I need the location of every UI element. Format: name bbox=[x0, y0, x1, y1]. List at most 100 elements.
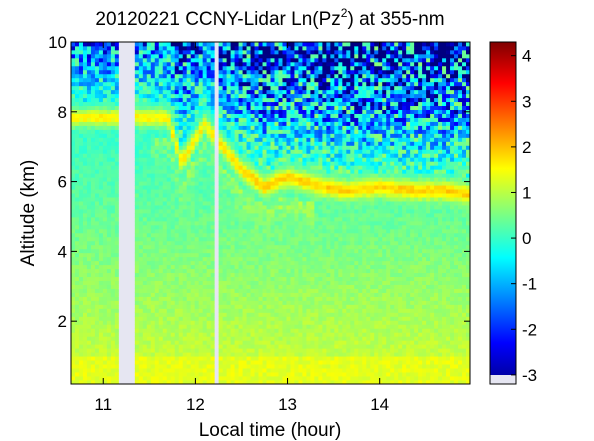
heatmap-cell bbox=[74, 348, 80, 353]
heatmap-cell bbox=[114, 364, 120, 369]
heatmap-cell bbox=[206, 316, 212, 321]
heatmap-cell bbox=[298, 145, 303, 150]
heatmap-cell bbox=[74, 145, 80, 150]
heatmap-gap-cell bbox=[130, 165, 136, 170]
heatmap-cell bbox=[238, 260, 243, 266]
heatmap-cell bbox=[230, 73, 235, 79]
heatmap-cell bbox=[298, 169, 303, 174]
heatmap-cell bbox=[278, 57, 283, 63]
heatmap-cell bbox=[294, 53, 299, 59]
heatmap-cell bbox=[158, 284, 164, 289]
heatmap-cell bbox=[202, 328, 208, 333]
heatmap-cell bbox=[86, 360, 92, 365]
heatmap-cell bbox=[86, 224, 92, 230]
heatmap-cell bbox=[142, 224, 148, 230]
heatmap-cell bbox=[178, 153, 184, 158]
heatmap-cell bbox=[262, 77, 267, 83]
heatmap-cell bbox=[246, 69, 251, 75]
heatmap-cell bbox=[182, 256, 188, 262]
heatmap-cell bbox=[290, 220, 295, 226]
heatmap-cell bbox=[250, 193, 255, 198]
heatmap-cell bbox=[98, 213, 104, 218]
heatmap-cell bbox=[290, 81, 295, 87]
heatmap-cell bbox=[78, 129, 84, 134]
heatmap-cell bbox=[250, 85, 255, 91]
heatmap-cell bbox=[254, 141, 259, 146]
heatmap-cell bbox=[134, 352, 140, 357]
heatmap-gap-cell bbox=[130, 97, 136, 103]
heatmap-cell bbox=[74, 129, 80, 134]
heatmap-cell bbox=[158, 173, 164, 178]
heatmap-cell bbox=[290, 185, 295, 190]
heatmap-cell bbox=[218, 85, 224, 91]
heatmap-cell bbox=[106, 93, 112, 99]
heatmap-cell bbox=[202, 292, 208, 297]
heatmap-cell bbox=[178, 181, 184, 186]
heatmap-cell bbox=[138, 348, 144, 353]
heatmap-cell bbox=[134, 149, 140, 154]
heatmap-cell bbox=[258, 169, 263, 174]
heatmap-cell bbox=[242, 228, 247, 234]
heatmap-cell bbox=[198, 312, 204, 317]
heatmap-gap-cell bbox=[214, 73, 220, 79]
heatmap-cell bbox=[218, 280, 224, 285]
heatmap-cell bbox=[246, 193, 251, 198]
heatmap-cell bbox=[298, 109, 303, 114]
heatmap-cell bbox=[190, 324, 196, 329]
heatmap-cell bbox=[134, 224, 140, 230]
heatmap-cell bbox=[134, 340, 140, 345]
heatmap-cell bbox=[182, 340, 188, 345]
heatmap-cell bbox=[110, 169, 116, 174]
heatmap-cell bbox=[102, 296, 108, 301]
heatmap-gap-cell bbox=[118, 49, 124, 55]
heatmap-cell bbox=[194, 312, 200, 317]
heatmap-cell bbox=[242, 57, 247, 63]
heatmap-cell bbox=[282, 240, 287, 246]
heatmap-cell bbox=[210, 169, 216, 174]
heatmap-cell bbox=[174, 77, 180, 83]
heatmap-cell bbox=[242, 288, 247, 293]
heatmap-gap-cell bbox=[126, 264, 132, 270]
heatmap-cell bbox=[302, 380, 307, 385]
heatmap-gap-cell bbox=[122, 157, 128, 162]
heatmap-cell bbox=[106, 149, 112, 154]
heatmap-cell bbox=[186, 209, 192, 214]
heatmap-cell bbox=[266, 232, 271, 238]
heatmap-cell bbox=[210, 304, 216, 309]
heatmap-cell bbox=[282, 320, 287, 325]
heatmap-cell bbox=[138, 121, 144, 126]
heatmap-cell bbox=[114, 53, 120, 59]
heatmap-cell bbox=[258, 256, 263, 262]
heatmap-cell bbox=[190, 73, 196, 79]
heatmap-cell bbox=[298, 288, 303, 293]
heatmap-cell bbox=[202, 352, 208, 357]
heatmap-cell bbox=[210, 312, 216, 317]
heatmap-cell bbox=[142, 181, 148, 186]
heatmap-gap-cell bbox=[122, 121, 128, 126]
heatmap-cell bbox=[114, 288, 120, 293]
heatmap-cell bbox=[110, 213, 116, 218]
heatmap-gap-cell bbox=[130, 328, 136, 333]
heatmap-cell bbox=[138, 336, 144, 341]
heatmap-cell bbox=[198, 276, 204, 282]
heatmap-cell bbox=[222, 141, 228, 146]
heatmap-cell bbox=[246, 205, 251, 210]
heatmap-cell bbox=[198, 332, 204, 337]
heatmap-cell bbox=[102, 312, 108, 317]
heatmap-cell bbox=[246, 260, 251, 266]
heatmap-gap-cell bbox=[122, 228, 128, 234]
heatmap-cell bbox=[162, 356, 168, 361]
heatmap-cell bbox=[290, 125, 295, 130]
heatmap-cell bbox=[230, 376, 235, 381]
heatmap-cell bbox=[298, 129, 303, 134]
heatmap-cell bbox=[98, 53, 104, 59]
heatmap-cell bbox=[102, 209, 108, 214]
heatmap-cell bbox=[266, 49, 271, 55]
heatmap-cell bbox=[202, 340, 208, 345]
heatmap-cell bbox=[98, 280, 104, 285]
heatmap-cell bbox=[110, 288, 116, 293]
heatmap-cell bbox=[222, 89, 228, 95]
heatmap-cell bbox=[190, 272, 196, 278]
heatmap-cell bbox=[278, 117, 283, 122]
heatmap-cell bbox=[150, 177, 156, 182]
